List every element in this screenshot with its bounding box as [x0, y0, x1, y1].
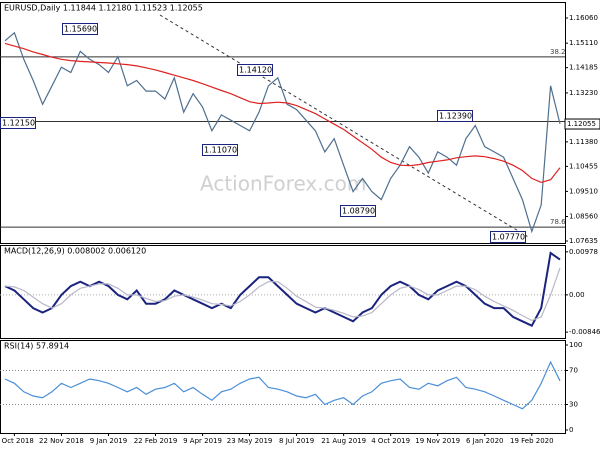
price-title: EURUSD,Daily 1.11844 1.12180 1.11523 1.1… — [4, 4, 203, 13]
annotation: 1.08790 — [342, 207, 375, 216]
x-tick-label: 6 Jan 2020 — [466, 437, 504, 445]
y-tick-label: 1.08560 — [569, 213, 598, 221]
annotation-box — [202, 144, 238, 156]
y-tick-label: 1.14185 — [569, 64, 598, 72]
annotation-box — [340, 205, 376, 217]
annotation-box — [437, 110, 473, 122]
annotation: 1.14120 — [239, 66, 272, 75]
last-price-label: 1.12055 — [567, 120, 596, 128]
annotation: 1.12150 — [2, 119, 35, 128]
annotation-box — [62, 23, 98, 35]
annotation: 1.07770 — [492, 233, 525, 242]
series-line — [4, 267, 561, 322]
macd-title: MACD(12,26,9) 0.008002 0.006120 — [4, 247, 146, 256]
level-label: 38.2 — [550, 48, 566, 56]
y-tick-label: 0 — [569, 426, 573, 434]
annotation-box — [237, 64, 273, 76]
annotation: 1.15690 — [64, 25, 97, 34]
x-tick-label: 9 Oct 2018 — [0, 437, 34, 445]
y-tick-label: 1.15110 — [569, 39, 598, 47]
y-tick-label: 0.00978 — [569, 248, 598, 256]
annotation: 1.12390 — [439, 112, 472, 121]
y-tick-label: 1.07635 — [569, 237, 598, 245]
x-tick-label: 22 Nov 2018 — [39, 437, 84, 445]
annotation-box — [0, 117, 36, 129]
x-tick-label: 23 May 2019 — [227, 437, 273, 445]
y-tick-label: 1.16060 — [569, 14, 598, 22]
watermark: ActionForex.com — [200, 172, 366, 196]
rsi-title: RSI(14) 57.8914 — [4, 342, 69, 351]
y-tick-label: 1.13230 — [569, 89, 598, 97]
y-tick-label: 100 — [569, 341, 582, 349]
x-tick-label: 19 Feb 2020 — [510, 437, 554, 445]
level-label: 78.6 — [550, 218, 566, 226]
y-tick-label: 1.11380 — [569, 138, 598, 146]
trend-line — [159, 14, 531, 239]
last-price-box — [564, 118, 600, 130]
series-line — [4, 360, 561, 410]
x-tick-label: 9 Apr 2019 — [183, 437, 222, 445]
y-tick-label: 0.00 — [569, 291, 585, 299]
y-tick-label: -0.008464 — [569, 328, 600, 336]
series-line — [4, 42, 561, 184]
y-tick-label: 30 — [569, 401, 578, 409]
series-line — [4, 31, 561, 234]
y-tick-label: 1.09510 — [569, 187, 598, 195]
x-tick-label: 8 Jul 2019 — [279, 437, 314, 445]
macd-frame — [0, 245, 566, 339]
x-tick-label: 21 Aug 2019 — [321, 437, 366, 445]
series-line — [4, 251, 561, 328]
annotation-box — [490, 231, 526, 243]
x-tick-label: 22 Feb 2019 — [134, 437, 178, 445]
y-tick-label: 70 — [569, 367, 578, 375]
y-tick-label: 1.10455 — [569, 162, 598, 170]
x-tick-label: 9 Jan 2019 — [90, 437, 128, 445]
x-tick-label: 19 Nov 2019 — [415, 437, 460, 445]
x-tick-label: 4 Oct 2019 — [371, 437, 410, 445]
annotation: 1.11070 — [204, 146, 237, 155]
rsi-frame — [0, 340, 566, 434]
